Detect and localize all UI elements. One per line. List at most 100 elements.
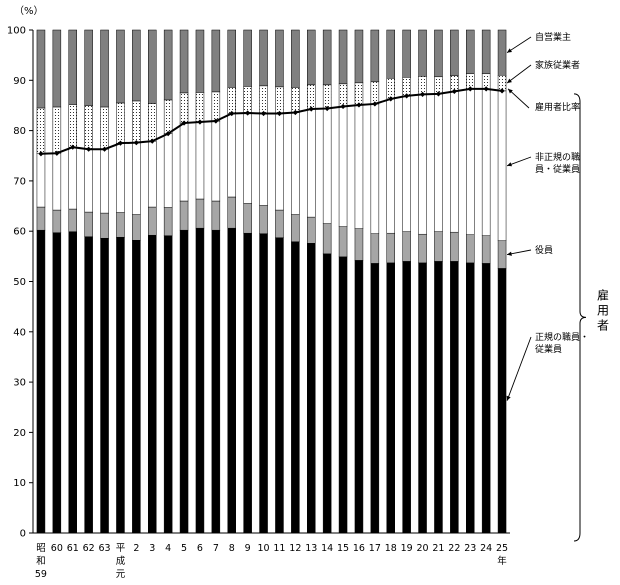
bar-segment (497, 29, 507, 76)
bar-segment (227, 29, 236, 88)
bar-segment (211, 200, 221, 231)
series-annotation-label: 役員 (535, 244, 553, 256)
bar-segment (195, 198, 205, 229)
bar-stack (243, 29, 252, 534)
bar-segment (259, 113, 268, 206)
bar-segment (211, 120, 221, 202)
ratio-point (499, 88, 505, 94)
x-tick-label: 昭和 59 (35, 543, 47, 580)
bar-segment (116, 236, 125, 534)
bar-stack (227, 29, 236, 534)
bar-segment (354, 29, 364, 84)
bar-segment (68, 146, 77, 210)
series-annotation-label: 非正規の職員・従業員 (535, 151, 580, 175)
bar-segment (84, 211, 93, 237)
bar-segment (291, 112, 300, 215)
bar-segment (36, 29, 46, 109)
bar-segment (195, 121, 205, 200)
bar-segment (481, 263, 491, 534)
x-tick-label: 24 (480, 543, 492, 554)
bar-segment (179, 29, 189, 94)
ratio-point (372, 101, 378, 107)
bar-stack (195, 29, 205, 534)
bar-segment (100, 29, 109, 108)
bar-segment (418, 29, 427, 77)
bar-segment (481, 29, 491, 75)
bar-segment (36, 229, 46, 534)
bar-segment (434, 29, 443, 78)
bar-segment (291, 87, 300, 113)
bar-segment (148, 206, 157, 236)
bar-segment (434, 261, 443, 534)
bar-segment (179, 122, 189, 202)
bar-stack (132, 29, 141, 534)
x-tick-label: 8 (229, 543, 235, 554)
bar-stack (163, 29, 173, 534)
bar-segment (418, 76, 427, 95)
x-tick-label: 13 (305, 543, 317, 554)
ratio-point (117, 140, 124, 146)
bar-segment (148, 140, 157, 208)
bar-segment (68, 231, 77, 534)
bar-segment (243, 112, 252, 204)
x-tick-label: 9 (245, 543, 251, 554)
x-tick-label: 15 (337, 543, 349, 554)
bar-segment (322, 253, 332, 534)
bar-segment (100, 237, 109, 534)
bar-segment (354, 228, 364, 261)
bar-segment (195, 227, 205, 534)
bar-segment (68, 29, 77, 105)
bar-segment (68, 104, 77, 148)
bar-segment (36, 206, 46, 231)
bar-segment (386, 98, 395, 234)
x-tick-label: 63 (99, 543, 111, 554)
bar-stack (402, 29, 411, 534)
y-tick-label: 70 (13, 176, 26, 187)
annotation-leader (506, 36, 532, 54)
bar-segment (322, 29, 332, 86)
bar-stacks (36, 29, 507, 534)
annotation-arrowhead (507, 48, 513, 53)
x-tick-label: 6 (197, 543, 203, 554)
y-axis: 0 10 20 30 40 50 60 70 80 90 100 (7, 26, 34, 540)
bar-segment (132, 240, 141, 534)
bar-segment (163, 235, 173, 534)
bar-segment (338, 29, 348, 85)
annotation-arrowhead (506, 395, 511, 401)
series-annotation-label: 家族従業者 (535, 59, 580, 71)
ratio-point (467, 86, 473, 92)
bar-stack (497, 29, 507, 534)
bar-segment (322, 84, 332, 109)
bar-segment (211, 91, 221, 122)
y-tick-label: 90 (13, 76, 26, 87)
bar-segment (275, 237, 284, 534)
bar-segment (402, 29, 411, 78)
bar-stack (322, 29, 332, 534)
bar-segment (418, 262, 427, 534)
bar-segment (148, 103, 157, 142)
bar-segment (386, 232, 395, 264)
bar-segment (466, 262, 475, 534)
x-tick-label: 18 (385, 543, 397, 554)
bar-segment (307, 243, 316, 534)
bar-segment (227, 196, 236, 229)
bar-segment (116, 142, 125, 213)
ratio-point (229, 110, 235, 117)
x-tick-label: 23 (464, 543, 476, 554)
bar-segment (52, 232, 62, 534)
bar-segment (116, 102, 125, 144)
bar-segment (195, 29, 205, 93)
x-tick-label: 16 (353, 543, 365, 554)
bar-stack (148, 29, 157, 534)
bar-segment (148, 29, 157, 104)
bar-stack (36, 29, 46, 534)
ratio-point (324, 105, 330, 112)
bar-segment (338, 226, 348, 258)
bar-segment (259, 29, 268, 87)
bar-segment (259, 205, 268, 234)
x-tick-label: 4 (165, 543, 171, 554)
y-tick-label: 60 (13, 227, 26, 238)
bar-segment (100, 106, 109, 150)
